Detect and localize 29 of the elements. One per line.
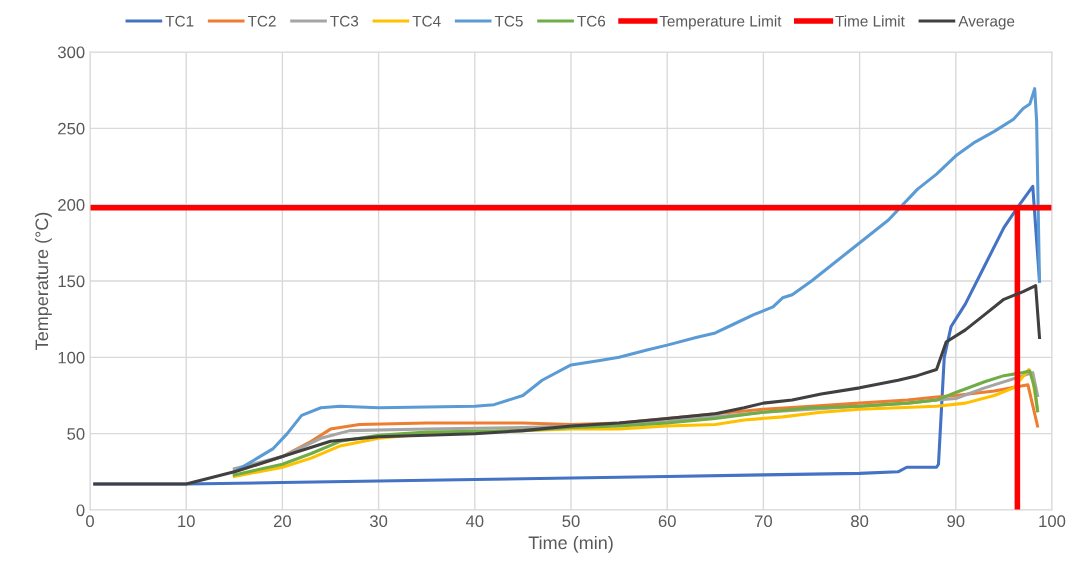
x-tick-label: 60 xyxy=(658,515,676,528)
x-tick-label: 90 xyxy=(947,515,965,528)
legend-label: Temperature Limit xyxy=(659,15,782,30)
x-tick-label: 70 xyxy=(754,515,773,528)
legend-label: TC3 xyxy=(330,15,359,27)
x-tick-label: 30 xyxy=(369,515,388,528)
x-tick-label: 50 xyxy=(562,515,580,528)
y-tick-label: 200 xyxy=(58,199,85,211)
x-tick-label: 0 xyxy=(86,515,94,528)
x-tick-label: 10 xyxy=(178,515,195,528)
y-tick-label: 0 xyxy=(76,504,85,517)
legend-label: Average xyxy=(958,15,1015,30)
y-axis-title: Temperature (°C) xyxy=(34,212,52,350)
x-axis-title: Time (min) xyxy=(528,535,613,553)
legend-label: TC1 xyxy=(165,15,194,27)
y-tick-label: 100 xyxy=(58,351,85,364)
x-tick-label: 40 xyxy=(465,515,484,528)
legend-label: TC5 xyxy=(494,15,523,27)
legend-label: TC6 xyxy=(577,15,606,27)
x-tick-label: 80 xyxy=(851,515,869,528)
y-tick-label: 250 xyxy=(58,122,85,135)
x-tick-label: 20 xyxy=(273,515,292,528)
y-tick-label: 150 xyxy=(58,275,85,288)
x-tick-label: 100 xyxy=(1039,515,1066,528)
y-tick-label: 50 xyxy=(67,428,85,440)
legend-label: TC4 xyxy=(412,15,441,27)
legend-label: Time Limit xyxy=(835,15,905,27)
y-tick-label: 300 xyxy=(57,46,85,59)
legend-label: TC2 xyxy=(247,15,276,27)
